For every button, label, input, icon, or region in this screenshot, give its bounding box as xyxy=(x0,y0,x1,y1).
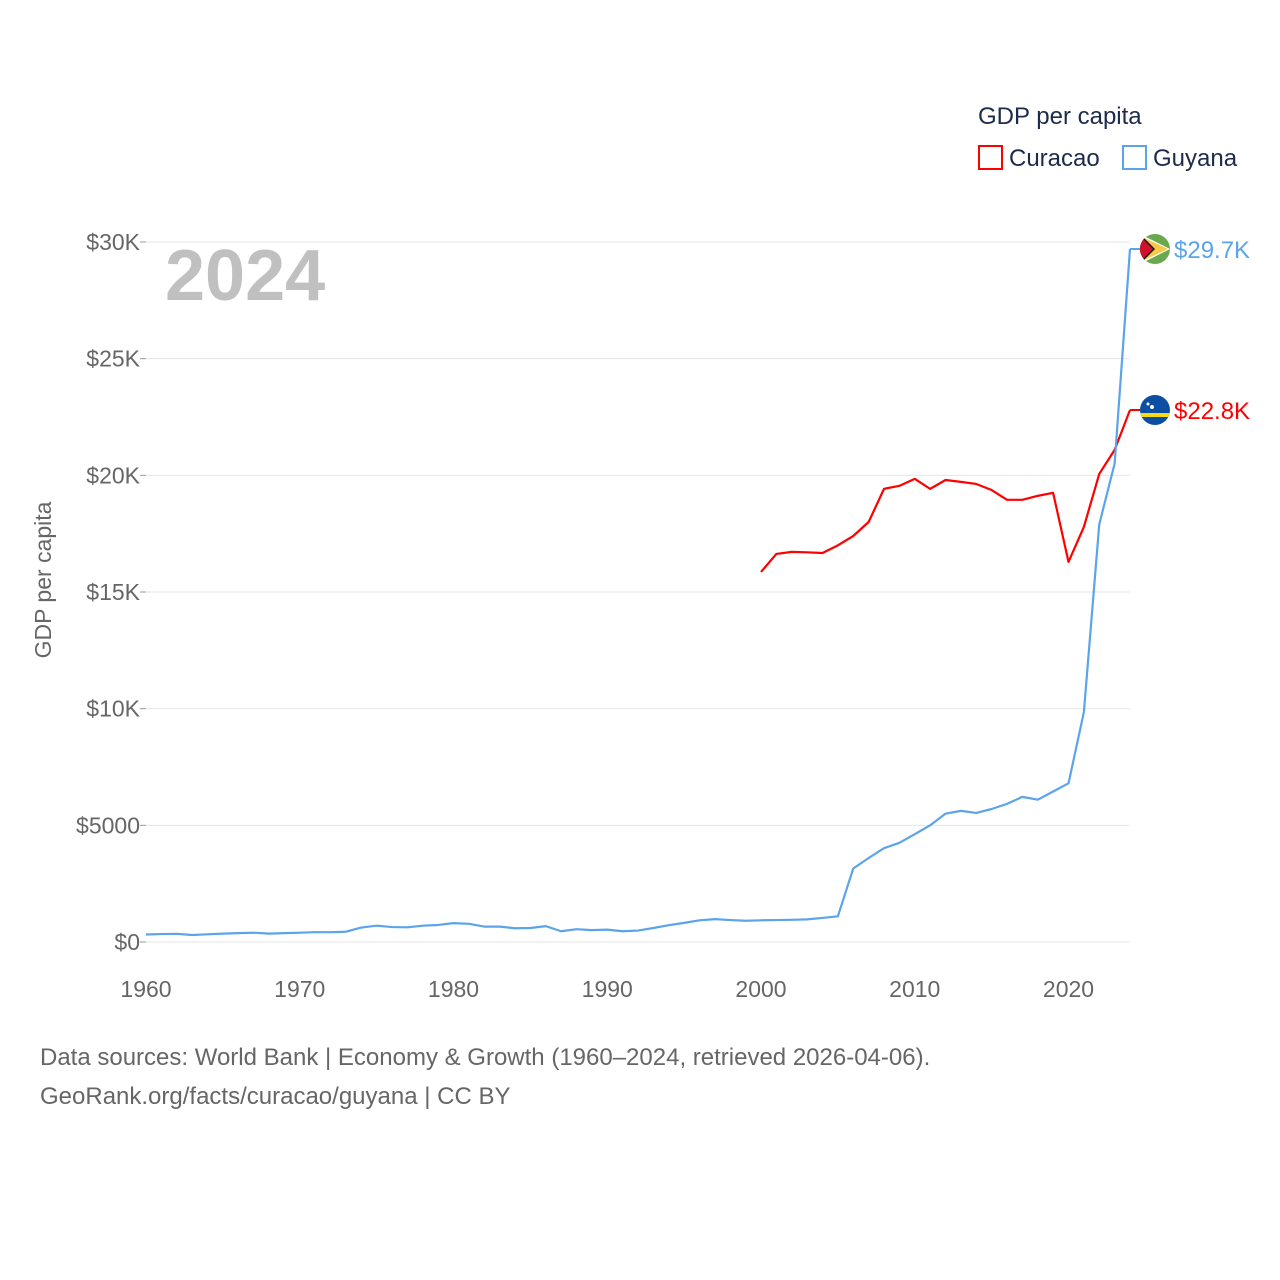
x-tick-label: 2000 xyxy=(735,976,786,1002)
footer-sources: Data sources: World Bank | Economy & Gro… xyxy=(40,1044,931,1071)
flag-body xyxy=(1140,395,1170,425)
legend-swatch-guyana xyxy=(1122,145,1147,170)
flag-star xyxy=(1150,405,1154,409)
legend: Curacao Guyana xyxy=(978,145,1238,172)
series-line-curacao xyxy=(760,409,1132,573)
guyana-flag-icon xyxy=(1140,234,1170,264)
y-tick-label: $25K xyxy=(86,346,140,372)
x-tick-label: 2010 xyxy=(889,976,940,1002)
end-value-label-curacao: $22.8K xyxy=(1174,398,1250,425)
legend-label-curacao: Curacao xyxy=(1009,145,1100,172)
flag-body xyxy=(1140,234,1170,264)
y-tick-label: $30K xyxy=(86,229,140,255)
y-tick-label: $0 xyxy=(114,929,140,955)
legend-title: GDP per capita xyxy=(978,103,1142,130)
x-axis-ticks: 1960 1970 1980 1990 2000 2010 2020 xyxy=(120,976,1094,1002)
series-lines xyxy=(145,248,1132,937)
y-tick-label: $15K xyxy=(86,579,140,605)
flag-blue xyxy=(1140,395,1170,425)
y-tick-label: $10K xyxy=(86,696,140,722)
end-value-label-guyana: $29.7K xyxy=(1174,237,1250,264)
gridlines xyxy=(146,241,1130,943)
legend-label-guyana: Guyana xyxy=(1153,145,1238,172)
y-axis-label: GDP per capita xyxy=(30,501,56,658)
series-end-labels: $22.8K $29.7K xyxy=(1130,234,1250,425)
x-tick-label: 1980 xyxy=(428,976,479,1002)
x-tick-label: 1970 xyxy=(274,976,325,1002)
y-axis-ticks: $0 $5000 $10K $15K $20K $25K $30K xyxy=(76,229,146,955)
y-tick-label: $20K xyxy=(86,462,140,488)
flag-star xyxy=(1146,402,1150,406)
legend-swatch-curacao xyxy=(978,145,1003,170)
x-tick-label: 1960 xyxy=(120,976,171,1002)
y-tick-label: $5000 xyxy=(76,812,140,838)
footer-attribution[interactable]: GeoRank.org/facts/curacao/guyana | CC BY xyxy=(40,1083,511,1110)
flag-red xyxy=(1140,236,1153,262)
flag-yellow-stripe xyxy=(1140,413,1170,417)
x-tick-label: 2020 xyxy=(1043,976,1094,1002)
series-line-guyana xyxy=(145,248,1132,937)
x-tick-label: 1990 xyxy=(582,976,633,1002)
year-watermark: 2024 xyxy=(165,236,325,316)
curacao-flag-icon xyxy=(1140,395,1170,425)
